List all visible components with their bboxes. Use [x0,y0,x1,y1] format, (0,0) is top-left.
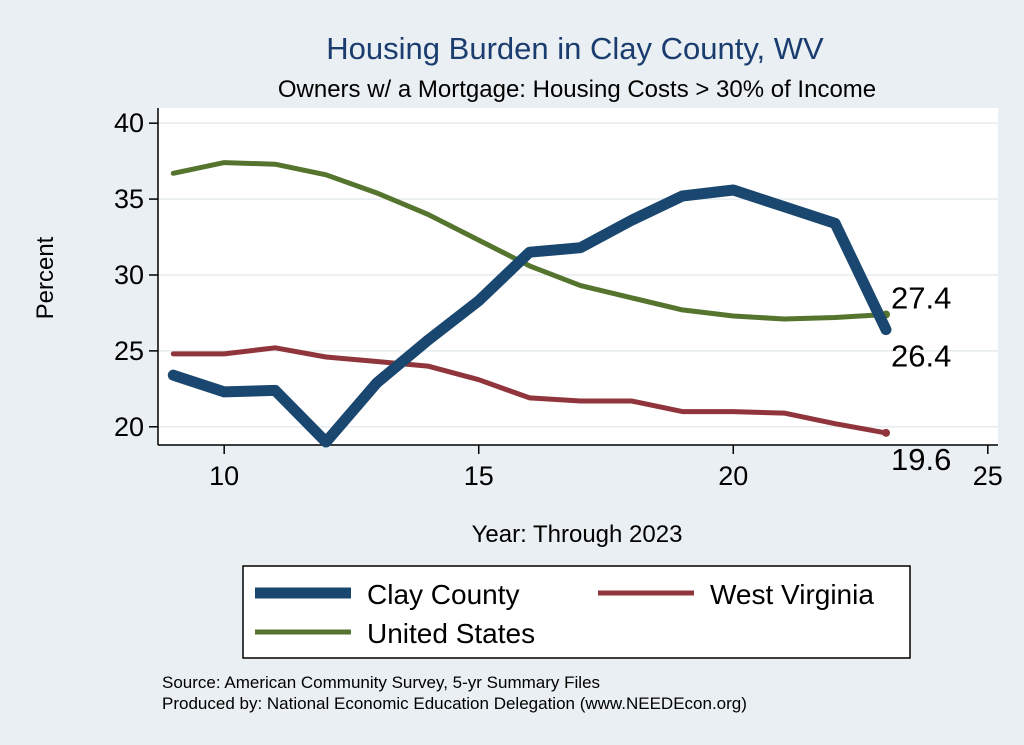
x-tick-label: 20 [718,461,748,491]
legend-label-west-virginia: West Virginia [710,579,874,610]
y-tick-label: 25 [114,336,144,366]
produced-by-note: Produced by: National Economic Education… [162,694,747,713]
y-axis-title: Percent [32,236,59,319]
end-label-united-states: 27.4 [891,280,951,315]
chart-title: Housing Burden in Clay County, WV [326,31,824,66]
y-tick-label: 20 [114,412,144,442]
legend: Clay County West Virginia United States [242,565,911,659]
x-tick-label: 10 [209,461,239,491]
end-point-clay-county [882,325,890,334]
y-tick-label: 35 [114,184,144,214]
series-line-clay-county [167,184,892,448]
end-point-west-virginia [882,428,890,437]
series-line-west-virginia [170,345,889,436]
y-tick-label: 30 [114,260,144,290]
legend-box [242,565,911,659]
series-line-united-states [170,160,889,322]
x-tick-label: 15 [464,461,494,491]
axes: 20 25 30 35 40 10 15 20 25 [114,108,1003,491]
y-tick-label: 40 [114,108,144,138]
chart-subtitle: Owners w/ a Mortgage: Housing Costs > 30… [278,76,876,103]
legend-label-united-states: United States [367,618,535,649]
end-labels: 26.4 19.6 27.4 [891,280,951,476]
source-note: Source: American Community Survey, 5-yr … [162,673,600,692]
x-axis-title: Year: Through 2023 [472,521,683,548]
end-label-west-virginia: 19.6 [891,442,951,477]
end-label-clay-county: 26.4 [891,339,951,374]
legend-label-clay-county: Clay County [367,579,520,610]
x-tick-label: 25 [973,461,1003,491]
series-lines [167,160,892,448]
